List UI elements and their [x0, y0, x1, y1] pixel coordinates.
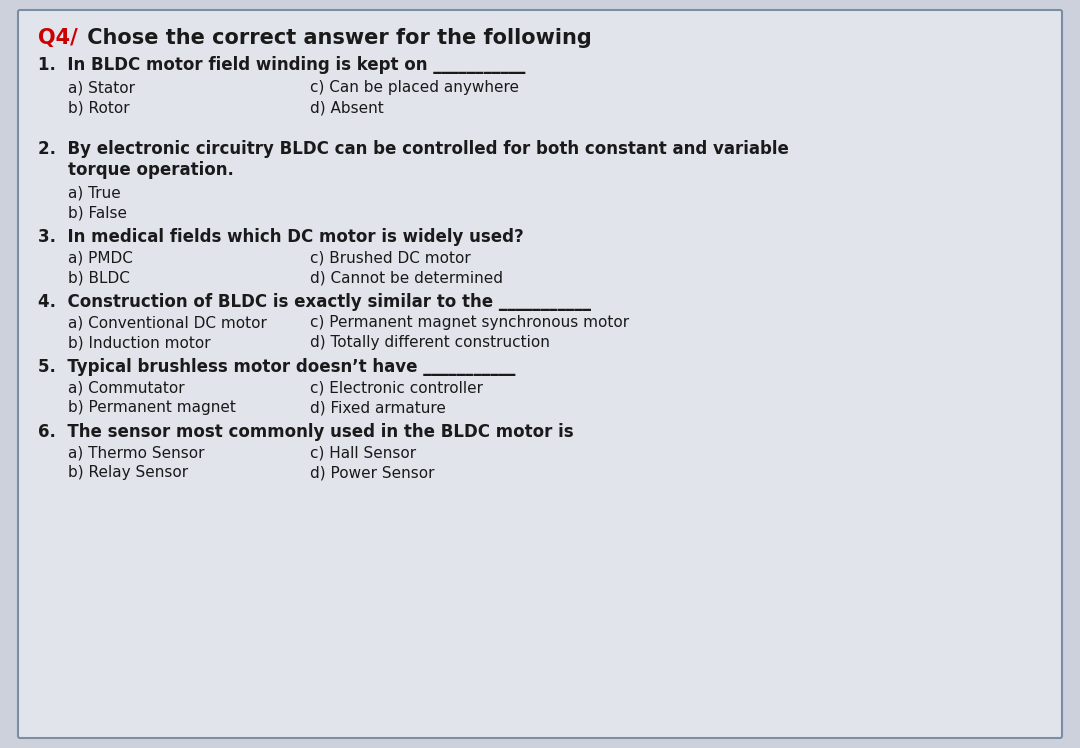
Text: c) Brushed DC motor: c) Brushed DC motor	[310, 250, 471, 265]
Text: b) Induction motor: b) Induction motor	[68, 335, 211, 350]
Text: 1.  In BLDC motor field winding is kept on ___________: 1. In BLDC motor field winding is kept o…	[38, 56, 525, 74]
Text: a) PMDC: a) PMDC	[68, 250, 133, 265]
Text: b) BLDC: b) BLDC	[68, 270, 130, 285]
Text: torque operation.: torque operation.	[68, 161, 234, 179]
Text: c) Electronic controller: c) Electronic controller	[310, 380, 483, 395]
Text: 2.  By electronic circuitry BLDC can be controlled for both constant and variabl: 2. By electronic circuitry BLDC can be c…	[38, 140, 788, 158]
Text: 5.  Typical brushless motor doesn’t have ___________: 5. Typical brushless motor doesn’t have …	[38, 358, 515, 376]
Text: b) False: b) False	[68, 205, 127, 220]
Text: d) Cannot be determined: d) Cannot be determined	[310, 270, 503, 285]
Text: b) Permanent magnet: b) Permanent magnet	[68, 400, 235, 415]
Text: d) Fixed armature: d) Fixed armature	[310, 400, 446, 415]
Text: a) Commutator: a) Commutator	[68, 380, 185, 395]
Text: d) Totally different construction: d) Totally different construction	[310, 335, 550, 350]
Text: b) Relay Sensor: b) Relay Sensor	[68, 465, 188, 480]
Text: a) Stator: a) Stator	[68, 80, 135, 95]
Text: 6.  The sensor most commonly used in the BLDC motor is: 6. The sensor most commonly used in the …	[38, 423, 573, 441]
Text: 3.  In medical fields which DC motor is widely used?: 3. In medical fields which DC motor is w…	[38, 228, 524, 246]
Text: d) Power Sensor: d) Power Sensor	[310, 465, 434, 480]
Text: c) Permanent magnet synchronous motor: c) Permanent magnet synchronous motor	[310, 315, 630, 330]
Text: 4.  Construction of BLDC is exactly similar to the ___________: 4. Construction of BLDC is exactly simil…	[38, 293, 591, 311]
Text: c) Can be placed anywhere: c) Can be placed anywhere	[310, 80, 519, 95]
Text: c) Hall Sensor: c) Hall Sensor	[310, 445, 416, 460]
Text: Q4/: Q4/	[38, 28, 78, 48]
Text: Chose the correct answer for the following: Chose the correct answer for the followi…	[80, 28, 592, 48]
FancyBboxPatch shape	[18, 10, 1062, 738]
Text: a) True: a) True	[68, 185, 121, 200]
Text: a) Conventional DC motor: a) Conventional DC motor	[68, 315, 267, 330]
Text: d) Absent: d) Absent	[310, 100, 383, 115]
Text: b) Rotor: b) Rotor	[68, 100, 130, 115]
Text: a) Thermo Sensor: a) Thermo Sensor	[68, 445, 204, 460]
